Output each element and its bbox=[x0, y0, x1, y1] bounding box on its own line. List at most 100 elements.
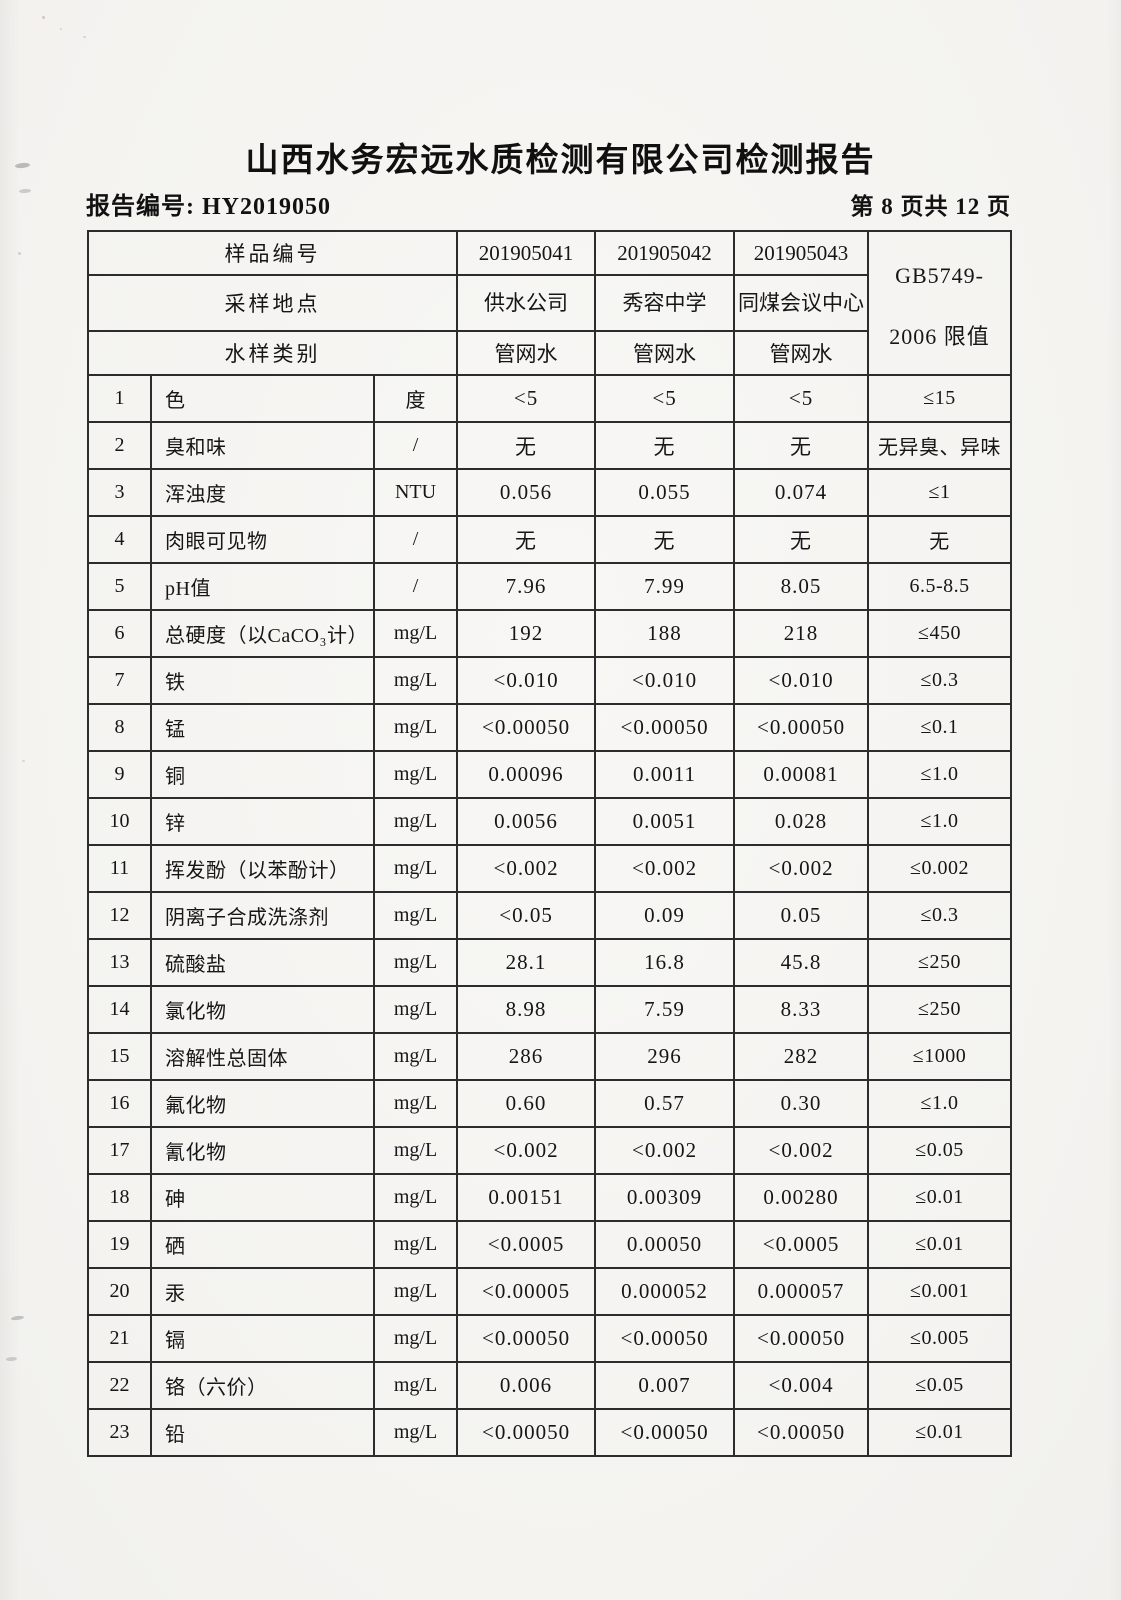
limit-value: ≤1.0 bbox=[867, 1079, 1013, 1128]
table-row: 19 硒 mg/L <0.0005 0.00050 <0.0005 ≤0.01 bbox=[87, 1220, 1013, 1269]
row-number: 14 bbox=[87, 985, 152, 1034]
sample-3-value: 8.05 bbox=[733, 562, 870, 611]
limit-value: ≤1.0 bbox=[867, 750, 1013, 799]
parameter-name: 铅 bbox=[150, 1408, 375, 1457]
row-number: 6 bbox=[87, 609, 152, 658]
limit-value: ≤1000 bbox=[867, 1032, 1013, 1081]
parameter-name: 铜 bbox=[150, 750, 375, 799]
row-number: 9 bbox=[87, 750, 152, 799]
sample-3-value: 0.05 bbox=[733, 891, 870, 940]
sample-2-value: 0.00050 bbox=[594, 1220, 736, 1269]
sample-1-value: <5 bbox=[456, 374, 597, 423]
sample-2-value: 0.09 bbox=[594, 891, 736, 940]
table-row: 16 氟化物 mg/L 0.60 0.57 0.30 ≤1.0 bbox=[87, 1079, 1013, 1128]
parameter-name: 氰化物 bbox=[150, 1126, 375, 1175]
limit-value: ≤0.3 bbox=[867, 656, 1013, 705]
sample-1-value: <0.0005 bbox=[456, 1220, 597, 1269]
scan-speck bbox=[42, 16, 45, 19]
sample-2-value: 无 bbox=[594, 515, 736, 564]
sample-2-value: 7.59 bbox=[594, 985, 736, 1034]
parameter-name: 硒 bbox=[150, 1220, 375, 1269]
row-number: 11 bbox=[87, 844, 152, 893]
sample-1-value: <0.00005 bbox=[456, 1267, 597, 1316]
limit-value: ≤0.1 bbox=[867, 703, 1013, 752]
parameter-name: 挥发酚（以苯酚计） bbox=[150, 844, 375, 893]
limit-value: ≤0.3 bbox=[867, 891, 1013, 940]
row-number: 19 bbox=[87, 1220, 152, 1269]
sample-3-value: 282 bbox=[733, 1032, 870, 1081]
parameter-name: 浑浊度 bbox=[150, 468, 375, 517]
limit-value: ≤450 bbox=[867, 609, 1013, 658]
limit-value: ≤0.001 bbox=[867, 1267, 1013, 1316]
row-number: 17 bbox=[87, 1126, 152, 1175]
table-row: 1 色度 <5 <5 <5 ≤15 bbox=[87, 374, 1013, 423]
row-number: 22 bbox=[87, 1361, 152, 1410]
water-type-label: 水样类别 bbox=[86, 330, 459, 376]
parameter-name: pH值 bbox=[150, 562, 375, 611]
table-row: 10 锌 mg/L 0.0056 0.0051 0.028 ≤1.0 bbox=[87, 797, 1013, 846]
unit: mg/L bbox=[372, 1408, 459, 1457]
parameter-name: 氟化物 bbox=[150, 1079, 375, 1128]
scan-speck bbox=[60, 28, 62, 30]
sample-3-value: <0.00050 bbox=[733, 703, 870, 752]
report-meta: 报告编号: HY2019050 第 8 页共 12 页 bbox=[86, 186, 1011, 221]
table-row: 21 镉 mg/L <0.00050 <0.00050 <0.00050 ≤0.005 bbox=[87, 1314, 1013, 1363]
report-number: 报告编号: HY2019050 bbox=[86, 194, 331, 220]
sample-1-value: 28.1 bbox=[456, 938, 597, 987]
sample-2-value: 0.0051 bbox=[594, 797, 736, 846]
row-number: 15 bbox=[87, 1032, 152, 1081]
scan-speck bbox=[22, 760, 25, 762]
sample-3-value: <0.004 bbox=[733, 1361, 870, 1410]
parameter-name: 溶解性总固体 bbox=[150, 1032, 375, 1081]
sample-3-value: 无 bbox=[733, 515, 870, 564]
row-number: 20 bbox=[87, 1267, 152, 1316]
limit-value: ≤0.05 bbox=[867, 1126, 1013, 1175]
sample-2-value: 0.000052 bbox=[594, 1267, 736, 1316]
sample-3-value: <5 bbox=[733, 374, 870, 423]
sample-1-value: <0.00050 bbox=[456, 703, 597, 752]
sample-1-value: 286 bbox=[456, 1032, 597, 1081]
sampling-site-1: 供水公司 bbox=[456, 274, 597, 332]
water-type-3: 管网水 bbox=[733, 330, 870, 376]
sample-1-value: 0.056 bbox=[456, 468, 597, 517]
row-number: 12 bbox=[87, 891, 152, 940]
table-row: 4 肉眼可见物 / 无无无无 bbox=[87, 515, 1013, 564]
parameter-name: 色 bbox=[150, 374, 375, 423]
limit-value: ≤1 bbox=[867, 468, 1013, 517]
sample-3-value: <0.0005 bbox=[733, 1220, 870, 1269]
parameter-name: 锰 bbox=[150, 703, 375, 752]
row-number: 1 bbox=[87, 374, 152, 423]
row-number: 13 bbox=[87, 938, 152, 987]
sample-2-value: 0.0011 bbox=[594, 750, 736, 799]
table-row: 18 砷 mg/L 0.00151 0.00309 0.00280 ≤0.01 bbox=[87, 1173, 1013, 1222]
sample-2-value: <0.00050 bbox=[594, 703, 736, 752]
row-number: 5 bbox=[87, 562, 152, 611]
sample-1-value: 0.00151 bbox=[456, 1173, 597, 1222]
limit-value: ≤0.01 bbox=[867, 1173, 1013, 1222]
limit-value: 无异臭、异味 bbox=[867, 421, 1013, 470]
limit-header-line1: GB5749- bbox=[895, 263, 984, 288]
table-row: 9 铜 mg/L 0.00096 0.0011 0.00081 ≤1.0 bbox=[87, 750, 1013, 799]
header-row-sample-id: 样品编号 201905041 201905042 201905043 GB574… bbox=[86, 230, 1013, 376]
parameter-name: 总硬度（以CaCO₃计） bbox=[150, 609, 375, 658]
unit: mg/L bbox=[372, 985, 459, 1034]
table-row: 22 铬（六价） mg/L 0.006 0.007 <0.004 ≤0.05 bbox=[87, 1361, 1013, 1410]
sample-1-value: <0.00050 bbox=[456, 1314, 597, 1363]
scan-smudge bbox=[10, 1315, 25, 1321]
sample-2-value: 无 bbox=[594, 421, 736, 470]
parameter-name: 铬（六价） bbox=[150, 1361, 375, 1410]
sample-3-value: <0.00050 bbox=[733, 1314, 870, 1363]
scan-smudge bbox=[5, 1356, 18, 1362]
unit: mg/L bbox=[372, 609, 459, 658]
unit: mg/L bbox=[372, 1314, 459, 1363]
sample-3-value: 0.00280 bbox=[733, 1173, 870, 1222]
sample-2-value: 0.007 bbox=[594, 1361, 736, 1410]
sample-2-value: 0.57 bbox=[594, 1079, 736, 1128]
row-number: 16 bbox=[87, 1079, 152, 1128]
sample-2-value: <5 bbox=[594, 374, 736, 423]
unit: mg/L bbox=[372, 797, 459, 846]
scan-speck bbox=[18, 252, 21, 255]
sample-2-value: <0.00050 bbox=[594, 1408, 736, 1457]
water-type-1: 管网水 bbox=[456, 330, 597, 376]
table-row: 13 硫酸盐 mg/L 28.1 16.8 45.8 ≤250 bbox=[87, 938, 1013, 987]
